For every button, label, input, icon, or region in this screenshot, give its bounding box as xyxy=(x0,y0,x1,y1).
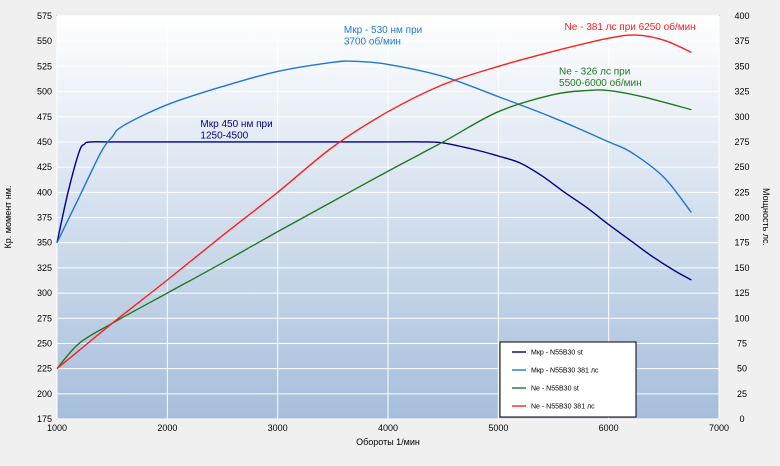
y2-tick-label: 250 xyxy=(734,162,749,172)
x-tick-label: 5000 xyxy=(488,423,508,433)
x-axis-label: Обороты 1/мин xyxy=(356,437,420,447)
y-tick-label: 525 xyxy=(37,61,52,71)
y2-tick-label: 150 xyxy=(734,263,749,273)
legend: Мкр - N55B30 st Мкр - N55B30 381 лс Ne - N… xyxy=(499,341,637,418)
y-axis-label: Кр. момент нм. xyxy=(3,186,13,249)
y-tick-label: 200 xyxy=(37,389,52,399)
series-line-4 xyxy=(56,34,692,370)
x-tick-label: 7000 xyxy=(709,423,729,433)
y-tick-label: 550 xyxy=(37,36,52,46)
y2-tick-label: 25 xyxy=(737,389,747,399)
y-tick-label: 400 xyxy=(37,187,52,197)
y-tick-label: 450 xyxy=(37,137,52,147)
y-tick-label: 250 xyxy=(37,338,52,348)
annotation-4: Ne - 326 лс при 5500-6000 об/мин xyxy=(559,66,642,89)
y2-tick-label: 300 xyxy=(734,112,749,122)
legend-entry: Ne - N55B30 st xyxy=(531,386,579,393)
annotation-2: Мкр 450 нм при 1250-4500 xyxy=(200,119,272,142)
y-tick-label: 375 xyxy=(37,213,52,223)
y-tick-label: 300 xyxy=(37,288,52,298)
y-tick-label: 325 xyxy=(37,263,52,273)
y-tick-label: 275 xyxy=(37,313,52,323)
y2-tick-label: 200 xyxy=(734,213,749,223)
x-tick-label: 3000 xyxy=(268,423,288,433)
y2-tick-label: 125 xyxy=(734,288,749,298)
y2-tick-label: 75 xyxy=(737,338,747,348)
annotation-1: Мкр - 530 нм при 3700 об/мин xyxy=(344,25,422,48)
x-tick-label: 1000 xyxy=(47,423,67,433)
y2-tick-label: 225 xyxy=(734,187,749,197)
y-tick-label: 500 xyxy=(37,87,52,97)
y2-tick-label: 175 xyxy=(734,238,749,248)
y-tick-label: 475 xyxy=(37,112,52,122)
y-tick-label: 575 xyxy=(37,11,52,21)
series-line-1 xyxy=(56,141,692,281)
legend-entry: Мкр - N55B30 381 лс xyxy=(531,368,599,375)
y2-tick-label: 375 xyxy=(734,36,749,46)
series-line-3 xyxy=(56,89,692,370)
x-tick-label: 6000 xyxy=(599,423,619,433)
y2-tick-label: 0 xyxy=(739,414,744,424)
y2-tick-label: 325 xyxy=(734,87,749,97)
annotations: Мкр - 530 нм при 3700 об/мин Мкр 450 нм пр… xyxy=(200,21,695,141)
series-line-2 xyxy=(56,60,692,244)
grid xyxy=(56,15,720,420)
y2-tick-label: 400 xyxy=(734,11,749,21)
axis-ticks: 1752002252502753003253503754004254504755… xyxy=(37,11,750,433)
y-tick-label: 225 xyxy=(37,364,52,374)
y2-tick-label: 50 xyxy=(737,364,747,374)
y-tick-label: 425 xyxy=(37,162,52,172)
x-tick-label: 2000 xyxy=(157,423,177,433)
y2-tick-label: 350 xyxy=(734,61,749,71)
x-tick-label: 4000 xyxy=(378,423,398,433)
y2-tick-label: 100 xyxy=(734,313,749,323)
legend-box xyxy=(499,341,637,418)
y2-tick-label: 275 xyxy=(734,137,749,147)
y-tick-label: 350 xyxy=(37,238,52,248)
legend-entry: Мкр - N55B30 st xyxy=(531,350,583,357)
legend-entry: Ne - N55B30 381 лс xyxy=(531,404,595,411)
annotation-3: Ne - 381 лс при 6250 об/мин xyxy=(565,21,696,33)
y-tick-label: 175 xyxy=(37,414,52,424)
series-layer xyxy=(56,34,692,370)
y2-axis-label: Мощность лс. xyxy=(761,188,771,246)
